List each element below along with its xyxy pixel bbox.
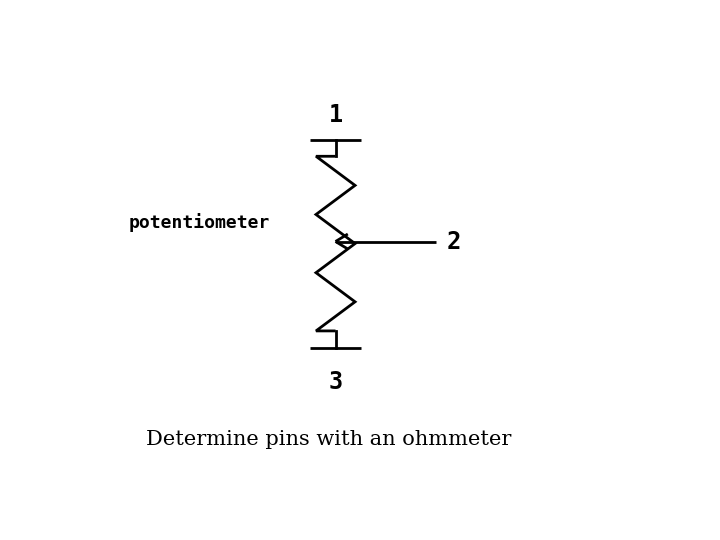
Text: Determine pins with an ohmmeter: Determine pins with an ohmmeter xyxy=(145,429,511,449)
Text: 1: 1 xyxy=(328,103,343,127)
Text: 2: 2 xyxy=(447,230,462,253)
Text: 3: 3 xyxy=(328,370,343,394)
Text: potentiometer: potentiometer xyxy=(129,213,271,232)
